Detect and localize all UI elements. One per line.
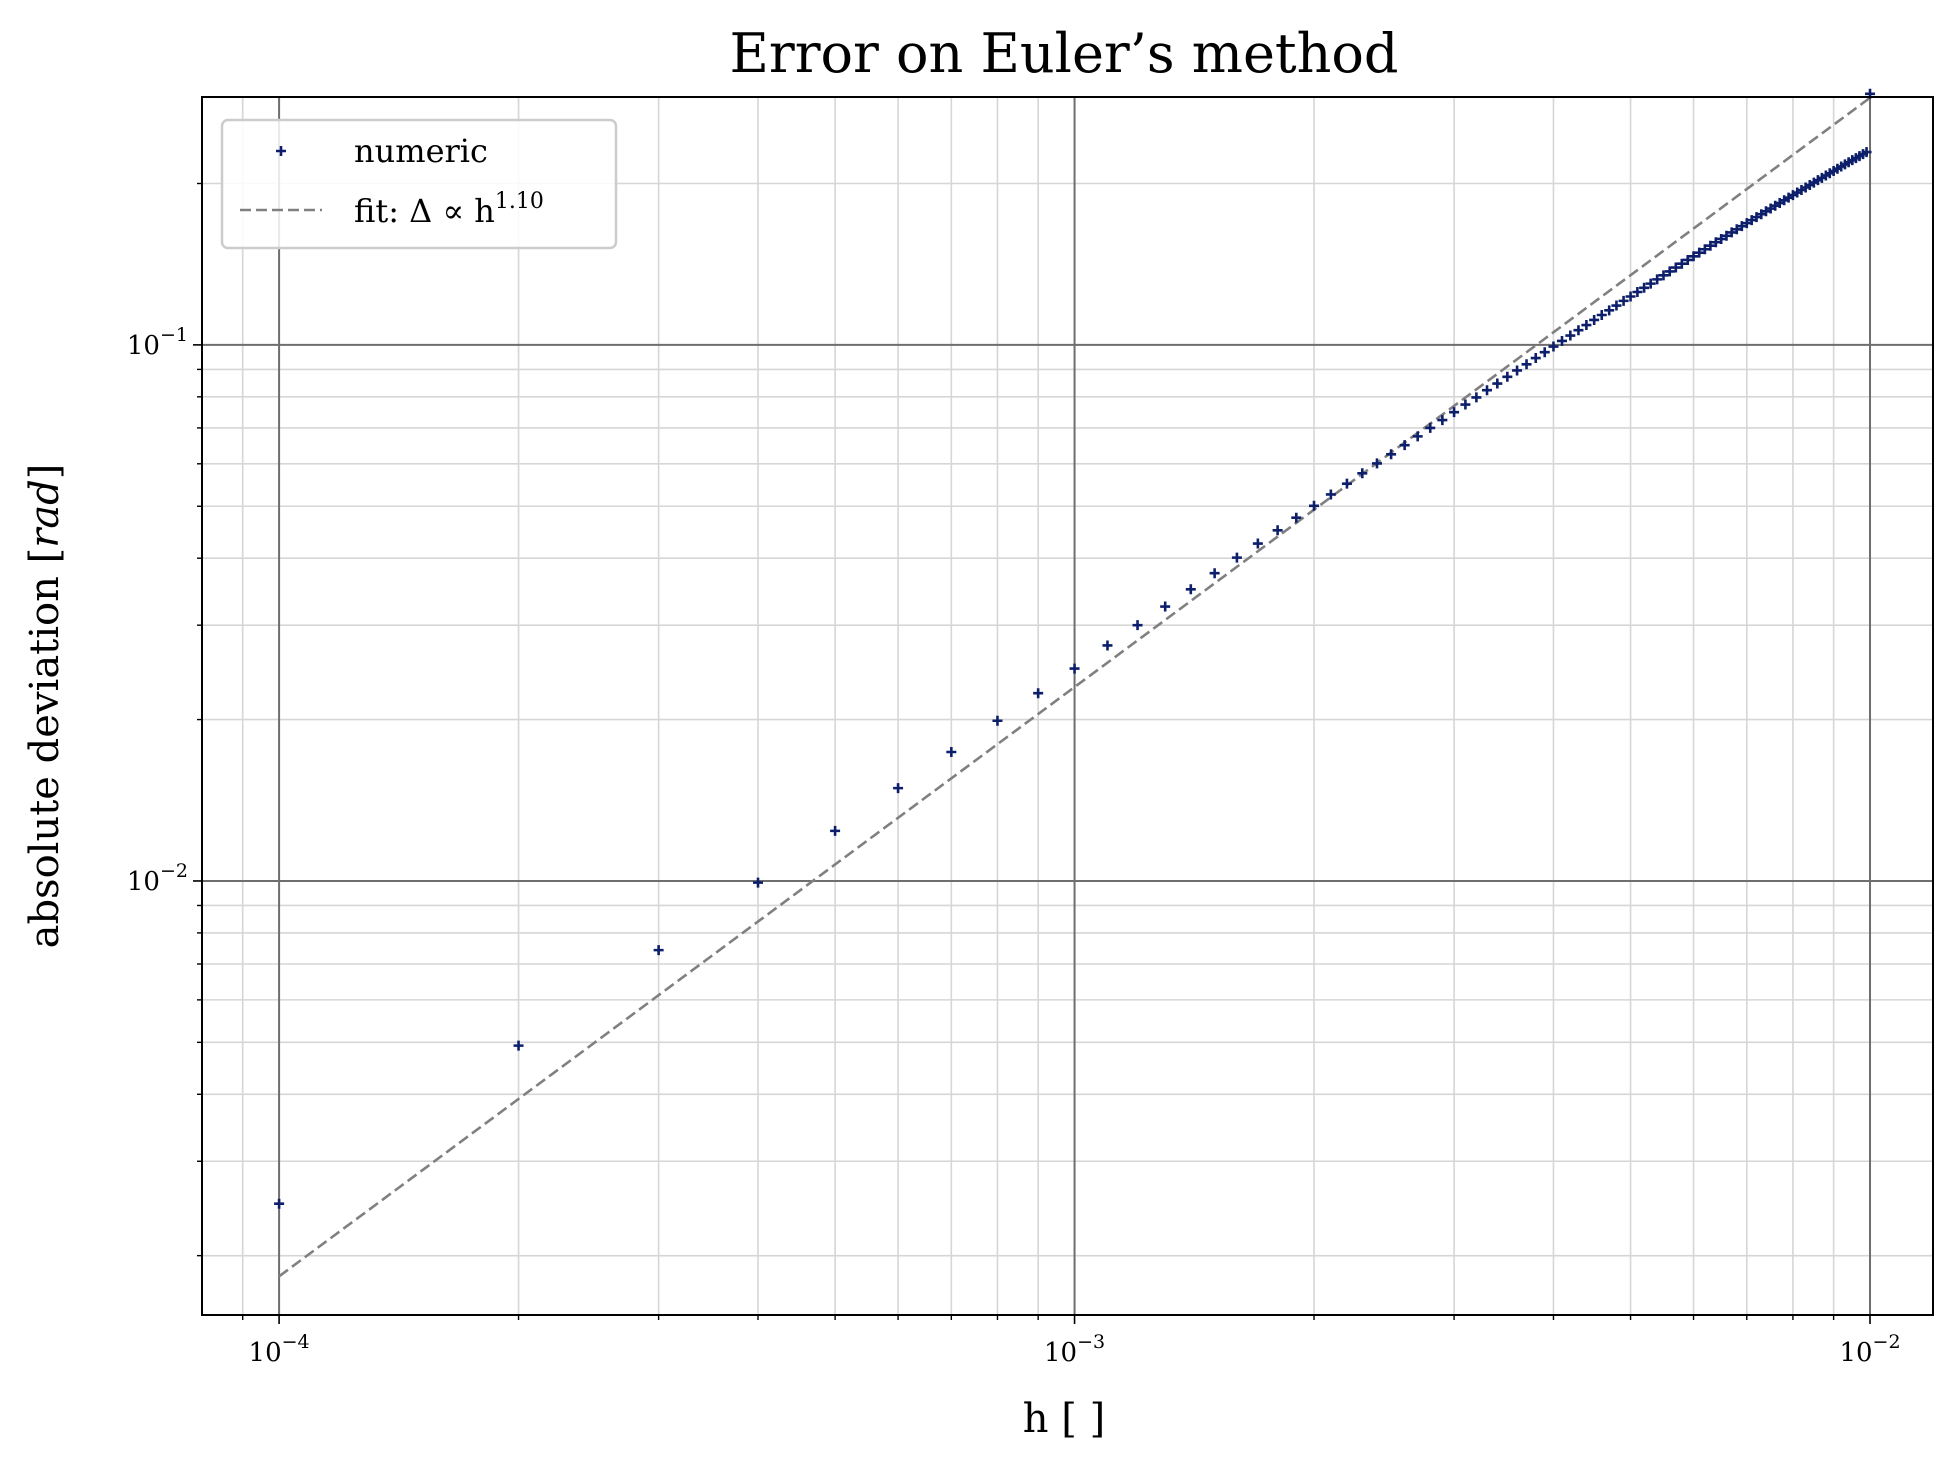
data-point (1502, 371, 1513, 382)
data-point (1682, 254, 1693, 265)
data-point (1652, 274, 1663, 285)
x-tick-label: 10−4 (249, 1331, 310, 1368)
data-point (1512, 365, 1523, 376)
data-point (1721, 230, 1732, 241)
data-point (1460, 399, 1471, 410)
data-point (1618, 295, 1629, 306)
data-point (1639, 282, 1650, 293)
data-point (1670, 262, 1681, 273)
data-point (1160, 601, 1171, 612)
data-point (1664, 266, 1675, 277)
data-point (1625, 291, 1636, 302)
data-point (1069, 663, 1080, 674)
data-point (1589, 314, 1600, 325)
data-point (893, 783, 904, 794)
data-point (1726, 227, 1737, 238)
fit-line-layer (278, 96, 1871, 1278)
data-point (1861, 147, 1872, 158)
data-point (992, 715, 1003, 726)
data-point (1492, 378, 1503, 389)
data-point (1581, 320, 1592, 331)
data-point (1521, 359, 1532, 370)
data-point (1539, 347, 1550, 358)
x-axis-ticks: 10−4 10−3 10−2 (241, 1315, 1901, 1368)
data-point (1412, 431, 1423, 442)
data-point (1425, 422, 1436, 433)
data-point (1033, 688, 1044, 699)
y-tick-label: 10−1 (127, 324, 188, 361)
data-point (1252, 538, 1263, 549)
fit-line (278, 96, 1871, 1278)
minor-gridlines (202, 97, 1933, 1315)
data-point (1325, 489, 1336, 500)
y-axis-ticks: 10−2 10−1 (127, 182, 202, 1257)
x-tick-label: 10−2 (1839, 1331, 1900, 1368)
data-point (830, 825, 841, 836)
data-point (1716, 233, 1727, 244)
y-axis-label: absolute deviation [rad] (22, 464, 68, 949)
major-gridlines (202, 97, 1933, 1315)
legend-numeric-label: numeric (354, 132, 488, 170)
data-point (1357, 468, 1368, 479)
data-point (1699, 244, 1710, 255)
data-point (274, 1198, 285, 1209)
data-point (1596, 309, 1607, 320)
data-point (1731, 224, 1742, 235)
data-point (1185, 584, 1196, 595)
legend-numeric-marker (276, 146, 286, 156)
data-point (1611, 300, 1622, 311)
data-point (1132, 620, 1143, 631)
data-point (1705, 240, 1716, 251)
data-point (1291, 512, 1302, 523)
data-point (1694, 247, 1705, 258)
x-tick-label: 10−3 (1044, 1331, 1105, 1368)
data-point (653, 945, 664, 956)
legend-box (220, 118, 618, 250)
legend-fit-label: fit: Δ ∝ h1.10 (354, 189, 544, 230)
chart-title: Error on Euler’s method (730, 22, 1399, 85)
data-point (1309, 500, 1320, 511)
data-point (1386, 449, 1397, 460)
data-point (1399, 440, 1410, 451)
data-point (1604, 305, 1615, 316)
x-axis-label: h [ ] (1023, 1396, 1105, 1442)
data-point (1437, 415, 1448, 426)
data-point (1645, 278, 1656, 289)
plot-frame (201, 96, 1934, 1316)
data-point (946, 747, 957, 758)
data-point (1471, 392, 1482, 403)
data-point (1231, 552, 1242, 563)
numeric-points-layer (274, 88, 1876, 1209)
data-point (1209, 568, 1220, 579)
data-point (1557, 335, 1567, 346)
data-point (1573, 325, 1584, 336)
data-point (753, 877, 764, 888)
data-point (1341, 478, 1352, 489)
data-point (513, 1040, 524, 1051)
y-tick-label: 10−2 (127, 860, 188, 897)
data-point (1688, 251, 1699, 262)
data-point (1530, 353, 1541, 364)
data-point (1658, 270, 1669, 281)
data-point (1482, 385, 1493, 396)
data-point (1372, 458, 1382, 469)
data-point (1272, 525, 1283, 536)
data-point (1565, 330, 1576, 341)
data-point (1548, 341, 1559, 352)
data-point (1710, 237, 1721, 248)
data-point (1676, 258, 1687, 269)
legend: numeric fit: Δ ∝ h1.10 (220, 118, 618, 250)
data-point (1449, 407, 1460, 418)
data-point (1102, 640, 1113, 651)
data-point (1632, 287, 1643, 297)
